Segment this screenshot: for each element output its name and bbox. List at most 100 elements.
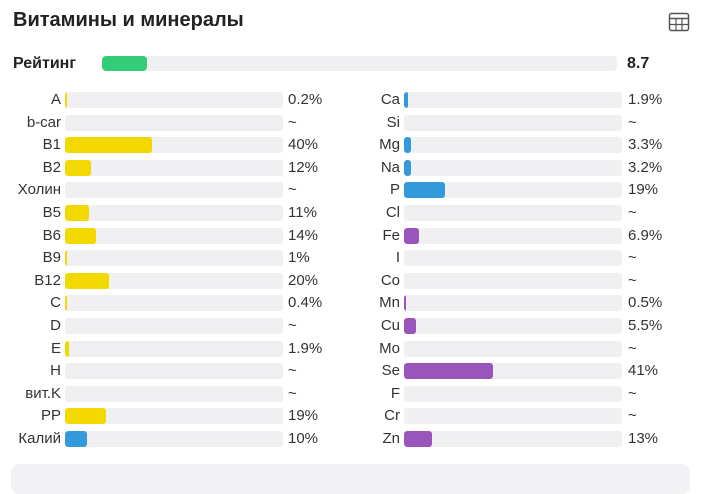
nutrient-label: Mo <box>379 339 400 357</box>
nutrient-value: 14% <box>288 226 319 244</box>
nutrient-label: b-car <box>26 113 61 131</box>
nutrient-value: ~ <box>628 339 637 357</box>
rating-bar-fill <box>102 56 147 71</box>
nutrient-label: D <box>50 316 61 334</box>
nutrient-label: Cl <box>385 203 400 221</box>
nutrient-bar-fill <box>404 317 416 334</box>
nutrient-label: C <box>50 294 61 312</box>
nutrient-label: Zn <box>382 429 400 447</box>
nutrient-value: 0.2% <box>288 91 323 108</box>
section-title: Витамины и минералы <box>13 9 244 31</box>
nutrient-bar <box>65 272 283 289</box>
table-icon[interactable] <box>668 12 690 32</box>
nutrient-label: B5 <box>42 203 61 221</box>
nutrient-value: ~ <box>628 407 637 425</box>
nutrient-label: H <box>50 362 61 380</box>
nutrient-bar-fill <box>404 92 409 108</box>
nutrient-bar-fill <box>404 363 494 380</box>
nutrient-bar <box>404 363 622 380</box>
nutrient-value: 41% <box>628 362 659 380</box>
nutrient-bar-fill <box>65 430 87 447</box>
nutrient-bar <box>65 159 283 176</box>
nutrient-label: вит.K <box>25 384 61 402</box>
nutrient-bar <box>404 182 622 199</box>
nutrient-bar-fill <box>65 250 68 267</box>
nutrient-label: E <box>50 339 61 357</box>
nutrient-value: 0.4% <box>288 294 323 312</box>
next-section-panel <box>11 464 690 494</box>
nutrient-bar <box>404 272 622 289</box>
nutrient-value: 3.2% <box>628 158 663 176</box>
nutrient-bar <box>404 114 622 131</box>
nutrient-bar <box>404 295 622 312</box>
nutrient-bar <box>404 430 622 447</box>
rating-value: 8.7 <box>627 55 650 72</box>
nutrient-label: Холин <box>17 181 61 199</box>
nutrient-bar <box>404 385 622 402</box>
nutrient-value: 11% <box>288 203 317 221</box>
nutrient-label: B9 <box>42 249 61 267</box>
rating-label: Рейтинг <box>13 55 77 72</box>
nutrient-value: 6.9% <box>628 226 663 244</box>
nutrient-bar <box>65 385 283 402</box>
nutrient-bar-fill <box>404 227 420 244</box>
nutrient-value: 1.9% <box>628 91 663 108</box>
nutrient-bar-fill <box>65 295 67 312</box>
nutrient-value: 10% <box>288 429 319 447</box>
nutrient-bar-fill <box>65 204 89 221</box>
nutrient-label: Ca <box>380 91 400 108</box>
nutrient-label: P <box>389 181 400 199</box>
nutrient-label: Na <box>380 158 400 176</box>
nutrient-value: 20% <box>288 271 319 289</box>
nutrient-value: ~ <box>288 362 297 380</box>
nutrient-bar-fill <box>65 272 109 289</box>
nutrient-bar <box>404 204 622 221</box>
nutrient-bar <box>65 317 283 334</box>
nutrient-bar <box>65 92 283 108</box>
nutrient-bar-fill <box>65 340 70 357</box>
nutrient-label: B1 <box>42 136 61 154</box>
nutrient-bar <box>65 204 283 221</box>
nutrient-value: 1% <box>288 249 310 267</box>
nutrient-label: Cu <box>380 316 400 334</box>
nutrient-value: 5.5% <box>628 316 663 334</box>
nutrient-value: 19% <box>288 407 319 425</box>
nutrient-value: ~ <box>628 384 637 402</box>
nutrient-label: B12 <box>34 271 61 289</box>
nutrient-bar <box>65 408 283 425</box>
nutrient-label: Калий <box>18 429 61 447</box>
nutrient-bar <box>404 227 622 244</box>
nutrient-bar-fill <box>404 182 446 199</box>
nutrient-value: 0.5% <box>628 294 663 312</box>
nutrient-bar <box>65 295 283 312</box>
nutrient-value: 40% <box>288 136 319 154</box>
nutrient-bar <box>404 159 622 176</box>
nutrient-bar <box>404 137 622 154</box>
nutrient-bar-fill <box>65 137 153 154</box>
nutrient-label: B2 <box>42 158 61 176</box>
nutrient-value: ~ <box>628 249 637 267</box>
nutrient-bar-fill <box>65 408 107 425</box>
nutrient-bar-fill <box>65 92 67 108</box>
nutrient-bar <box>404 92 622 108</box>
nutrient-value: 19% <box>628 181 659 199</box>
nutrient-label: Cr <box>384 407 400 425</box>
nutrient-value: ~ <box>288 384 297 402</box>
nutrient-label: F <box>390 384 400 402</box>
nutrient-value: 13% <box>628 429 659 447</box>
nutrient-label: A <box>50 91 61 108</box>
nutrient-value: ~ <box>288 181 297 199</box>
nutrient-bar <box>65 340 283 357</box>
nutrient-bar-fill <box>404 137 412 154</box>
nutrient-bar <box>404 317 622 334</box>
nutrient-label: Mg <box>379 136 400 154</box>
nutrient-bar <box>404 408 622 425</box>
nutrient-bar <box>65 137 283 154</box>
rating-bar <box>102 56 617 71</box>
nutrient-label: B6 <box>42 226 61 244</box>
nutrient-value: ~ <box>628 203 637 221</box>
nutrient-value: ~ <box>288 113 297 131</box>
nutrient-bar-fill <box>65 227 96 244</box>
nutrient-value: 3.3% <box>628 136 663 154</box>
nutrient-bar <box>65 250 283 267</box>
